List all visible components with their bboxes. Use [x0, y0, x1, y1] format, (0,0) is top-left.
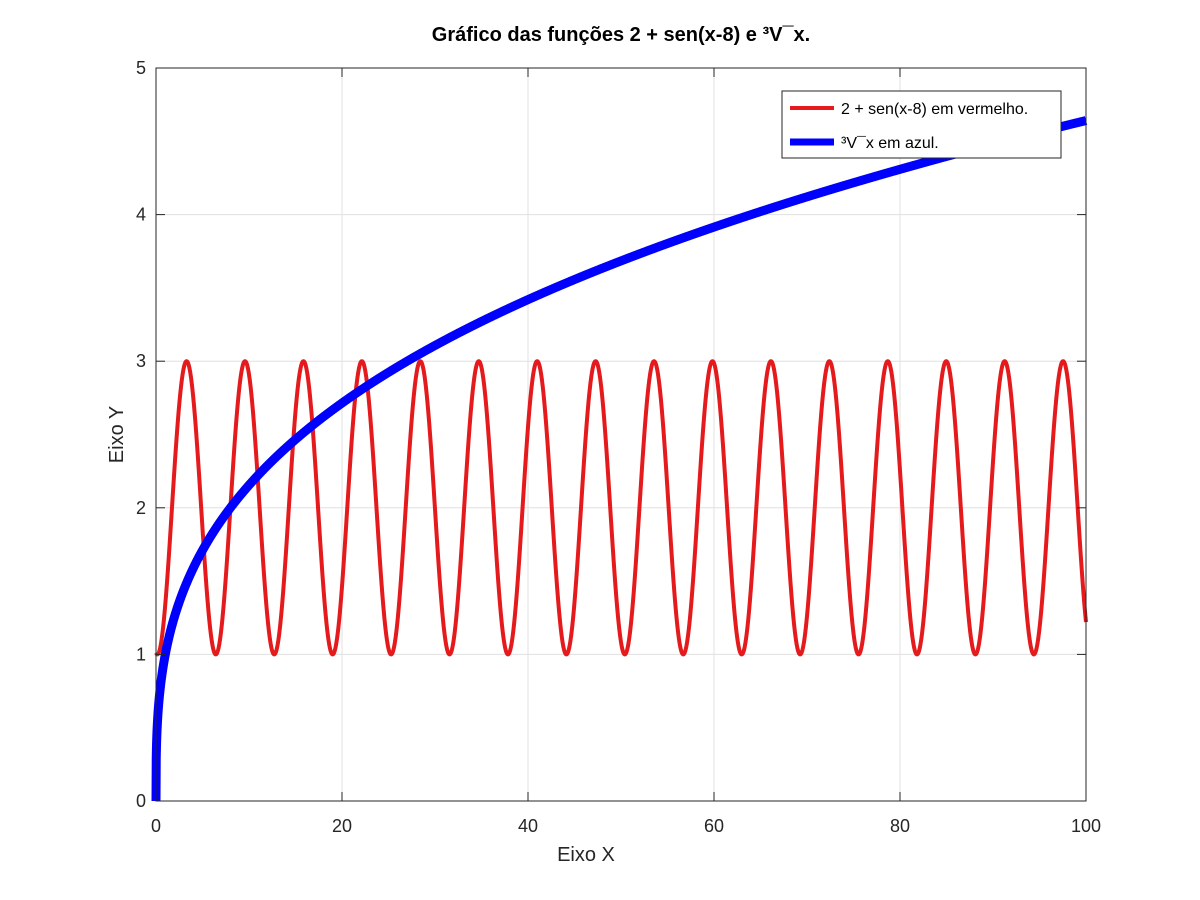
- x-tick-label: 80: [890, 816, 910, 836]
- chart-title: Gráfico das funções 2 + sen(x-8) e ³V¯x.: [432, 24, 810, 46]
- x-tick-label: 40: [518, 816, 538, 836]
- y-tick-label: 3: [136, 351, 146, 371]
- x-tick-label: 20: [332, 816, 352, 836]
- ticks: 0 20 40 60 80 100 0 1 2 3 4 5: [136, 58, 1101, 836]
- y-tick-label: 1: [136, 644, 146, 664]
- y-tick-label: 0: [136, 791, 146, 811]
- y-tick-label: 5: [136, 58, 146, 78]
- series-line-2: [151, 116, 1091, 802]
- x-tick-label: 0: [151, 816, 161, 836]
- y-axis-label: Eixo Y: [106, 406, 128, 463]
- series-line-1: [154, 359, 1088, 657]
- y-tick-label: 4: [136, 205, 146, 225]
- y-tick-label: 2: [136, 498, 146, 518]
- legend-label-1: 2 + sen(x-8) em vermelho.: [841, 101, 1028, 118]
- x-tick-label: 60: [704, 816, 724, 836]
- x-axis-label: Eixo X: [557, 844, 615, 866]
- series-layer: [151, 116, 1091, 802]
- axes-frame: [155, 67, 1087, 802]
- legend-box: [781, 90, 1062, 159]
- grid: [156, 68, 1086, 801]
- legend-label-2: ³V¯x em azul.: [841, 135, 939, 152]
- legend: 2 + sen(x-8) em vermelho. ³V¯x em azul.: [781, 90, 1062, 159]
- x-tick-label: 100: [1071, 816, 1101, 836]
